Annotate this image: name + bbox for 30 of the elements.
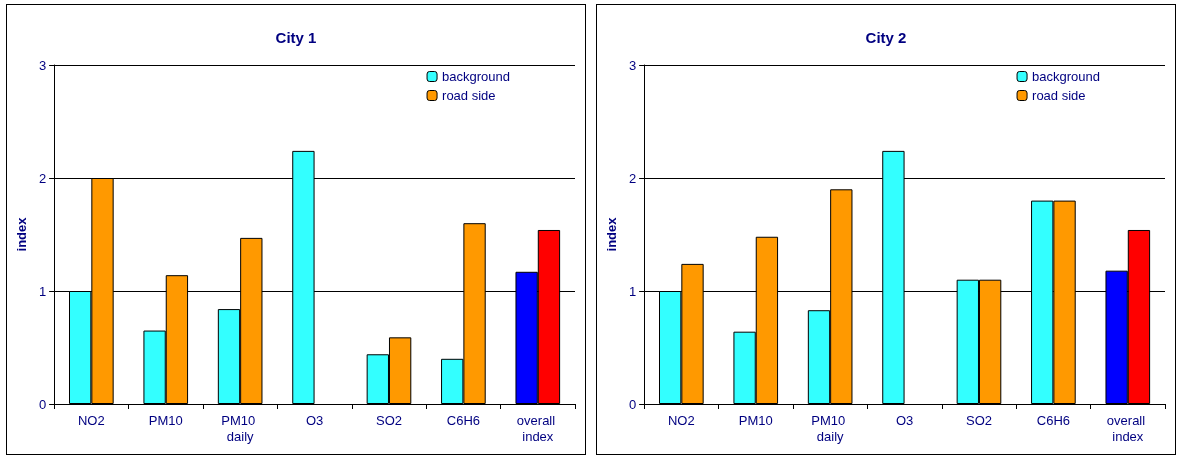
x-tick-label: C6H6 [1036,412,1071,428]
y-tick-label: 3 [628,57,637,73]
x-tick-label: SO2 [965,412,992,428]
y-tick-label: 0 [38,396,47,412]
legend-label: road side [442,88,496,103]
chart-title: City 2 [865,29,907,46]
y-tick-label: 3 [38,57,47,73]
y-axis-title: index [604,216,619,252]
x-tick-label: C6H6 [446,412,481,428]
y-tick-label: 1 [38,283,47,299]
x-tick-label: O3 [305,412,324,428]
x-tick-label: PM10 [148,412,183,428]
y-axis-title: index [14,216,29,252]
y-tick-label: 2 [38,170,47,186]
chart-title: City 1 [275,29,317,46]
legend-label: background [1032,69,1101,84]
x-tick-label: overall index [1106,412,1149,444]
legend-label: road side [1032,88,1086,103]
legend-label: background [442,69,511,84]
x-tick-label: NO2 [667,412,695,428]
x-tick-label: SO2 [375,412,402,428]
x-tick-label: NO2 [77,412,105,428]
y-tick-label: 0 [628,396,637,412]
y-tick-label: 1 [628,283,637,299]
x-tick-label: PM10 [738,412,773,428]
x-tick-label: PM10 daily [221,412,259,444]
x-tick-label: O3 [895,412,914,428]
x-tick-label: overall index [516,412,559,444]
y-tick-label: 2 [628,170,637,186]
x-tick-label: PM10 daily [811,412,849,444]
